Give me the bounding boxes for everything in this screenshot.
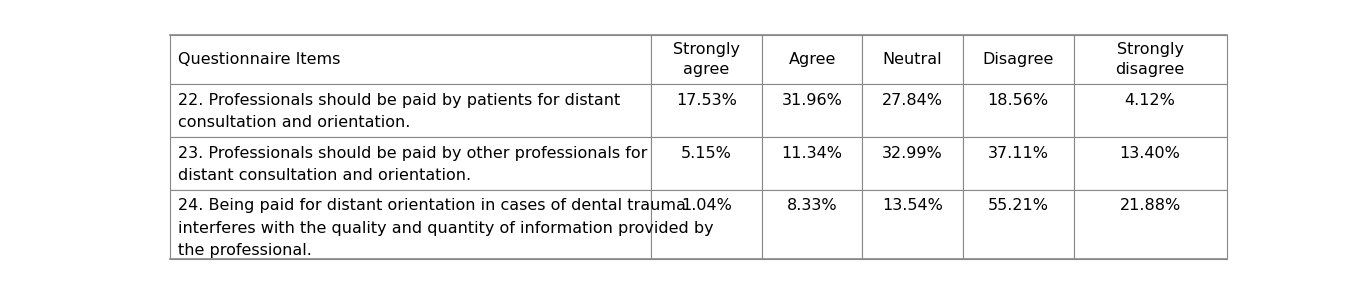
Bar: [863, 189, 962, 259]
Bar: [962, 35, 1074, 84]
Text: 18.56%: 18.56%: [988, 93, 1048, 108]
Bar: [1074, 84, 1227, 137]
Text: Questionnaire Items: Questionnaire Items: [177, 52, 341, 67]
Text: 8.33%: 8.33%: [786, 198, 837, 214]
Bar: [170, 137, 652, 189]
Bar: [1074, 189, 1227, 259]
Bar: [762, 137, 863, 189]
Text: 22. Professionals should be paid by patients for distant
consultation and orient: 22. Professionals should be paid by pati…: [177, 93, 620, 130]
Bar: [962, 137, 1074, 189]
Bar: [962, 189, 1074, 259]
Text: 1.04%: 1.04%: [682, 198, 732, 214]
Text: 55.21%: 55.21%: [988, 198, 1048, 214]
Text: 13.54%: 13.54%: [882, 198, 943, 214]
Text: 23. Professionals should be paid by other professionals for
distant consultation: 23. Professionals should be paid by othe…: [177, 146, 647, 183]
Text: Disagree: Disagree: [983, 52, 1054, 67]
Text: 37.11%: 37.11%: [988, 146, 1048, 161]
Bar: [1074, 137, 1227, 189]
Text: Agree: Agree: [788, 52, 836, 67]
Text: 5.15%: 5.15%: [682, 146, 732, 161]
Bar: [652, 35, 762, 84]
Bar: [762, 84, 863, 137]
Text: 27.84%: 27.84%: [882, 93, 943, 108]
Bar: [652, 84, 762, 137]
Bar: [170, 84, 652, 137]
Bar: [863, 35, 962, 84]
Bar: [863, 137, 962, 189]
Bar: [962, 84, 1074, 137]
Bar: [1074, 35, 1227, 84]
Text: 21.88%: 21.88%: [1119, 198, 1180, 214]
Text: 11.34%: 11.34%: [781, 146, 842, 161]
Bar: [170, 189, 652, 259]
Bar: [652, 189, 762, 259]
Bar: [762, 35, 863, 84]
Text: 17.53%: 17.53%: [676, 93, 737, 108]
Text: Neutral: Neutral: [883, 52, 942, 67]
Text: 32.99%: 32.99%: [882, 146, 943, 161]
Text: Strongly
agree: Strongly agree: [673, 42, 740, 77]
Bar: [762, 189, 863, 259]
Text: Strongly
disagree: Strongly disagree: [1115, 42, 1184, 77]
Text: 4.12%: 4.12%: [1124, 93, 1175, 108]
Bar: [170, 35, 652, 84]
Text: 13.40%: 13.40%: [1119, 146, 1180, 161]
Text: 31.96%: 31.96%: [781, 93, 842, 108]
Bar: [652, 137, 762, 189]
Text: 24. Being paid for distant orientation in cases of dental trauma
interferes with: 24. Being paid for distant orientation i…: [177, 198, 713, 258]
Bar: [863, 84, 962, 137]
